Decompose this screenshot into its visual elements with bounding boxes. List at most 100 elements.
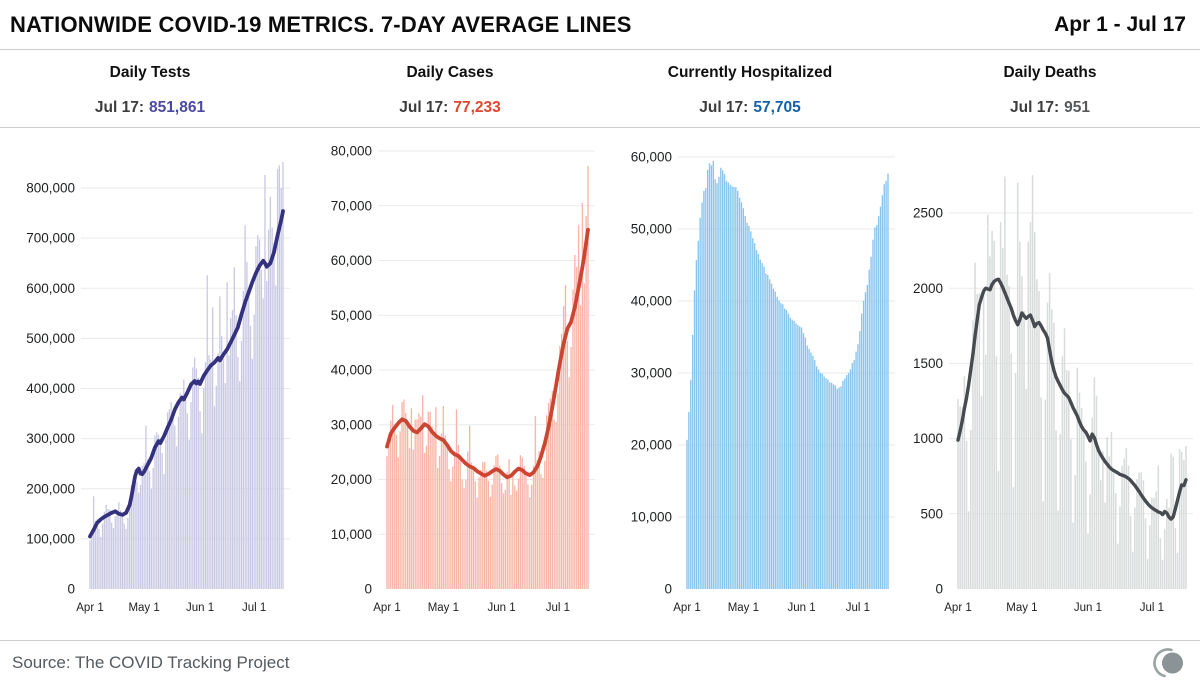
- bar: [224, 383, 226, 589]
- bar: [714, 179, 716, 590]
- y-tick-label: 50,000: [631, 222, 672, 237]
- x-tick-label: May 1: [1006, 602, 1037, 614]
- bar: [121, 514, 124, 589]
- bar: [212, 307, 214, 589]
- bar: [1159, 538, 1162, 589]
- bar: [175, 446, 178, 589]
- bar: [697, 240, 699, 590]
- bar: [438, 455, 441, 589]
- y-tick-label: 1500: [913, 356, 943, 371]
- bar: [504, 489, 507, 589]
- bar: [425, 445, 428, 589]
- bar: [577, 224, 580, 589]
- bar: [1102, 451, 1104, 589]
- bar: [733, 187, 735, 590]
- x-tick-label: May 1: [428, 602, 459, 614]
- bar: [568, 377, 570, 589]
- bar: [993, 240, 995, 590]
- bar: [738, 197, 741, 589]
- bar: [127, 517, 129, 589]
- y-tick-label: 20,000: [631, 438, 672, 453]
- bar: [997, 470, 1000, 589]
- bar: [970, 429, 972, 589]
- y-tick-label: 800,000: [26, 181, 75, 196]
- bar: [718, 176, 720, 590]
- bar: [116, 510, 118, 589]
- bar: [1172, 456, 1174, 589]
- bar: [581, 203, 584, 589]
- bar: [186, 413, 189, 589]
- bar: [551, 391, 553, 589]
- bar: [534, 415, 537, 589]
- bar: [1070, 439, 1072, 589]
- bar: [797, 325, 799, 589]
- bar: [978, 293, 981, 589]
- bar: [233, 267, 235, 589]
- y-tick-label: 100,000: [26, 531, 75, 546]
- bar: [1029, 222, 1032, 590]
- y-tick-label: 80,000: [331, 144, 372, 159]
- bar: [799, 326, 801, 589]
- ctp-logo-icon: [1153, 648, 1183, 678]
- bar: [1121, 465, 1123, 589]
- bar: [276, 168, 279, 589]
- bar: [467, 451, 469, 589]
- bar: [555, 422, 557, 589]
- x-tick-label: Jul 1: [1140, 602, 1164, 614]
- bar: [393, 424, 396, 589]
- bar: [444, 435, 446, 589]
- bar: [89, 540, 91, 589]
- bar: [423, 452, 426, 589]
- stat-value: 57,705: [753, 99, 801, 116]
- bar: [100, 536, 102, 589]
- bar: [750, 231, 752, 589]
- bar: [1076, 367, 1079, 589]
- bar: [821, 373, 823, 589]
- y-tick-label: 2000: [913, 281, 943, 296]
- bar: [1151, 497, 1153, 589]
- bar: [280, 188, 282, 589]
- bar: [253, 314, 255, 589]
- bar: [222, 358, 225, 589]
- stat-title: Currently Hospitalized: [667, 64, 833, 81]
- bar: [688, 412, 690, 589]
- stat-title: Daily Cases: [406, 64, 494, 81]
- x-tick-label: Jul 1: [242, 602, 266, 614]
- bar: [1089, 494, 1091, 589]
- bar: [881, 195, 884, 590]
- footer: Source: The COVID Tracking Project: [0, 640, 1200, 685]
- bar: [752, 238, 754, 589]
- bar: [1031, 175, 1034, 590]
- bar: [885, 180, 887, 589]
- stat-value: 951: [1064, 99, 1090, 116]
- bar: [879, 206, 882, 589]
- bars-layer: [957, 175, 1187, 590]
- bar: [514, 485, 516, 589]
- bar: [210, 359, 212, 589]
- y-tick-label: 1000: [913, 431, 943, 446]
- bar: [489, 496, 491, 589]
- bar: [215, 385, 217, 589]
- bar: [132, 478, 134, 589]
- bar: [174, 425, 176, 589]
- bar: [468, 425, 471, 589]
- bar: [521, 457, 523, 589]
- y-axis-labels: 0 500 1000 1500 2000 2500: [913, 206, 943, 597]
- bar: [273, 242, 275, 589]
- bar: [201, 433, 203, 589]
- bar: [1048, 272, 1051, 589]
- bar: [1042, 501, 1045, 589]
- x-axis-labels: Apr 1 May 1 Jun 1 Jul 1: [373, 602, 570, 614]
- bar: [271, 227, 273, 589]
- bar: [431, 426, 433, 589]
- bar: [579, 305, 582, 589]
- bar: [1050, 309, 1053, 589]
- bar: [877, 216, 880, 589]
- bar: [138, 492, 140, 589]
- bar: [566, 341, 569, 589]
- bar: [695, 260, 698, 589]
- y-tick-label: 50,000: [331, 308, 372, 323]
- bar: [427, 411, 430, 589]
- bar: [1082, 427, 1085, 589]
- bar: [830, 382, 833, 589]
